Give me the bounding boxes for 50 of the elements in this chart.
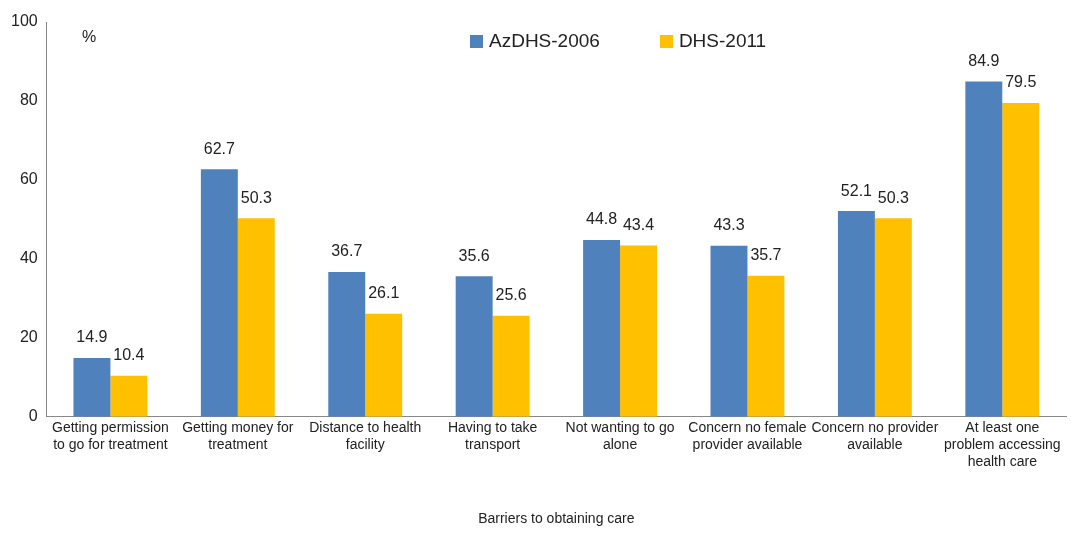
legend-label: DHS-2011: [678, 30, 767, 52]
data-label: 26.1: [368, 284, 400, 302]
data-label: 50.3: [877, 188, 910, 206]
data-label: 50.3: [240, 188, 272, 206]
y-tick-label: 20: [19, 328, 38, 346]
data-label: 35.7: [750, 246, 782, 264]
y-axis-title: %: [82, 28, 97, 46]
data-label: 84.9: [968, 52, 1000, 70]
bar: [620, 245, 657, 417]
data-label: 25.6: [495, 286, 527, 304]
x-tick-label: Distance to health facility: [309, 419, 422, 452]
bar: [965, 81, 1003, 417]
x-axis-title: Barriers to obtaining care: [478, 510, 635, 527]
bar: [583, 239, 621, 417]
y-tick-label: 80: [19, 91, 38, 109]
x-tick-label: Concern no female provider available: [688, 419, 807, 452]
bar: [73, 357, 111, 417]
y-tick-label: 40: [19, 249, 38, 267]
x-tick-label: Concern no provider available: [811, 419, 939, 452]
bar: [110, 375, 148, 417]
data-label: 35.6: [458, 246, 490, 264]
data-label: 44.8: [586, 210, 618, 228]
y-tick-label: 60: [19, 170, 38, 188]
y-tick-label: 0: [28, 407, 38, 425]
bar: [200, 169, 238, 417]
bar: [237, 218, 275, 417]
data-label: 43.4: [622, 215, 655, 233]
legend-label: AzDHS-2006: [489, 30, 600, 52]
data-label: 10.4: [113, 346, 145, 364]
x-tick-label: At least one problem accessing health care: [943, 419, 1061, 469]
data-label: 36.7: [331, 242, 363, 260]
bar: [710, 245, 748, 417]
data-label: 62.7: [203, 139, 236, 157]
x-tick-label: Having to take transport: [447, 419, 538, 452]
bar: [837, 211, 875, 417]
bar: [1002, 102, 1040, 417]
data-label: 52.1: [840, 181, 873, 199]
bar: [328, 271, 366, 417]
bar: [874, 218, 912, 417]
bar: [455, 276, 493, 417]
bar: [492, 315, 530, 417]
data-label: 43.3: [713, 216, 745, 234]
data-label: 14.9: [76, 328, 108, 346]
bar: [365, 313, 403, 417]
bar: [747, 275, 785, 417]
data-label: 79.5: [1005, 73, 1037, 91]
x-tick-label: Getting permission to go for treatment: [52, 419, 169, 452]
x-tick-label: Not wanting to go alone: [565, 419, 675, 452]
x-tick-label: Getting money for treatment: [182, 419, 294, 452]
y-tick-label: 100: [10, 12, 38, 30]
